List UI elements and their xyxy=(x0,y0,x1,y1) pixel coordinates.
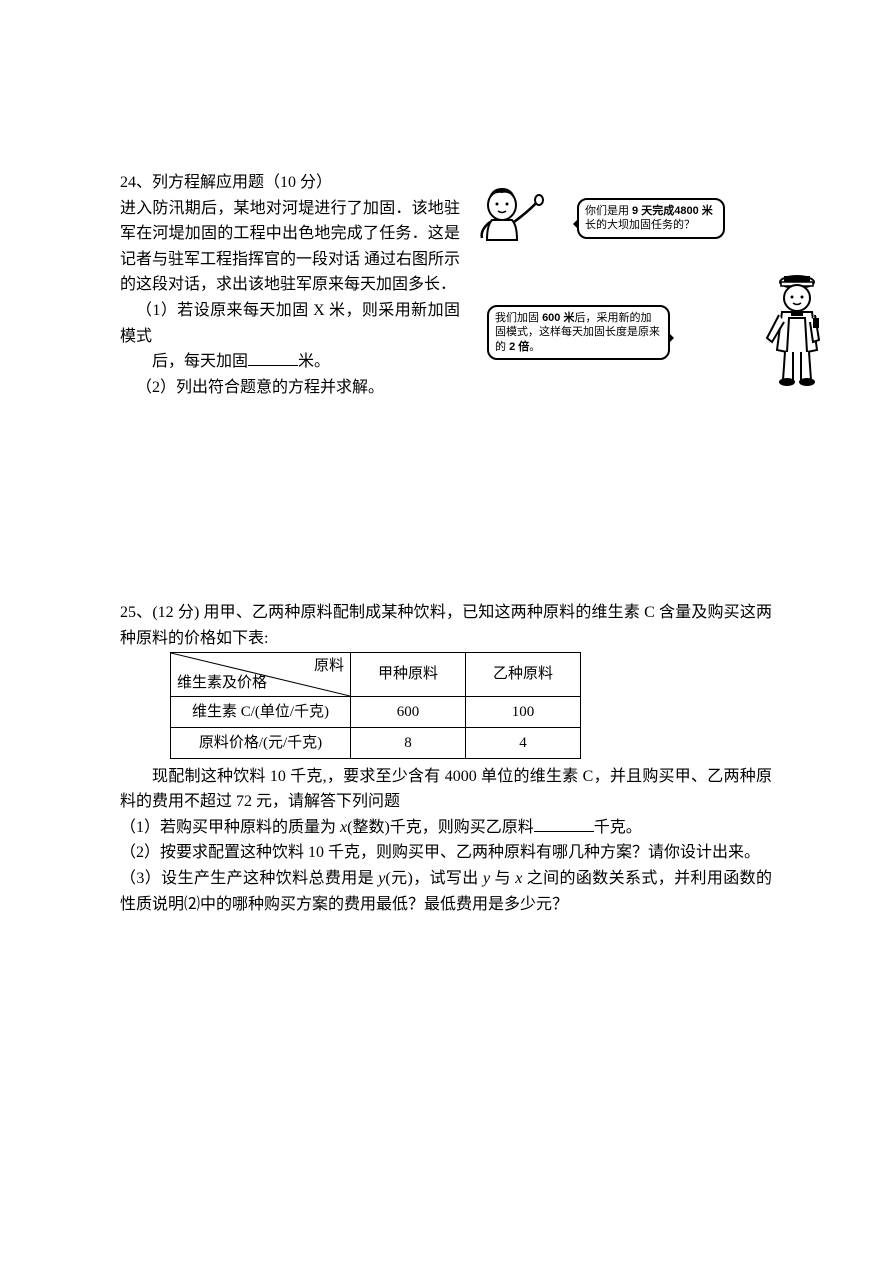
blank-field-1 xyxy=(248,350,298,366)
row2-label: 原料价格/(元/千克) xyxy=(171,727,351,758)
problem-25: 25、(12 分) 用甲、乙两种原料配制成某种饮料，已知这两种原料的维生素 C … xyxy=(120,600,772,917)
p25-sub1-prefix: （1）若购买甲种原料的质量为 xyxy=(120,819,336,836)
diagonal-header-cell: 原料 维生素及价格 xyxy=(171,652,351,696)
var-x: x xyxy=(336,819,347,836)
blank-field-2 xyxy=(534,816,594,832)
problem-24-sub1-line1: （1）若设原来每天加固 X 米，则采用新加固模式 xyxy=(120,298,460,349)
officer-text-1: 我们加固 xyxy=(495,312,542,324)
col-header-1: 甲种原料 xyxy=(351,652,466,696)
ingredients-table: 原料 维生素及价格 甲种原料 乙种原料 维生素 C/(单位/千克) 600 10… xyxy=(170,652,581,759)
var-x-2: x xyxy=(511,870,527,887)
officer-bold-2: 2 倍 xyxy=(509,341,529,353)
sub1-line2-prefix: 后，每天加固 xyxy=(152,353,248,370)
reporter-icon xyxy=(462,180,562,270)
problem-25-header: 25、(12 分) 用甲、乙两种原料配制成某种饮料，已知这两种原料的维生素 C … xyxy=(120,600,772,651)
p25-sub1-mid: (整数)千克，则购买乙原料 xyxy=(347,819,534,836)
table-row: 维生素 C/(单位/千克) 600 100 xyxy=(171,696,581,727)
p25-sub2: （2）按要求配置这种饮料 10 千克，则购买甲、乙两种原料有哪几种方案？请你设计… xyxy=(120,840,772,866)
reporter-figure xyxy=(462,180,562,279)
problem-24: 24、列方程解应用题（10 分） 进入防汛期后，某地对河堤进行了加固．该地驻军在… xyxy=(120,170,772,400)
col-header-2: 乙种原料 xyxy=(466,652,581,696)
row2-val1: 8 xyxy=(351,727,466,758)
row1-val1: 600 xyxy=(351,696,466,727)
officer-bold-1: 600 米 xyxy=(542,312,574,324)
p25-sub1-suffix: 千克。 xyxy=(594,819,642,836)
p25-header-text: 25、(12 分) 用甲、乙两种原料配制成某种饮料，已知这两种原料的维生素 C … xyxy=(120,604,772,647)
problem-25-body: 现配制这种饮料 10 千克,，要求至少含有 4000 单位的维生素 C，并且购买… xyxy=(120,764,772,918)
p25-sub3: （3）设生产生产这种饮料总费用是 y(元)，试写出 y 与 x 之间的函数关系式… xyxy=(120,866,772,917)
officer-text-3: 。 xyxy=(529,341,540,353)
var-y-1: y xyxy=(374,870,385,887)
reporter-text-2: 长的大坝加固任务的？ xyxy=(585,219,695,231)
p25-sub3-mid1: (元)，试写出 xyxy=(385,870,478,887)
officer-icon xyxy=(757,270,837,390)
reporter-text-1: 你们是用 xyxy=(585,205,629,217)
problem-24-sub2: （2）列出符合题意的方程并求解。 xyxy=(120,375,460,401)
diag-bottom-label: 维生素及价格 xyxy=(177,671,267,695)
officer-figure xyxy=(757,270,837,399)
illustration-area: 你们是用 9 天完成4800 米长的大坝加固任务的？ xyxy=(462,170,852,390)
diag-top-label: 原料 xyxy=(314,654,344,678)
table-row: 原料价格/(元/千克) 8 4 xyxy=(171,727,581,758)
p25-body-text: 现配制这种饮料 10 千克,，要求至少含有 4000 单位的维生素 C，并且购买… xyxy=(120,768,772,811)
p25-sub3-mid2: 与 xyxy=(495,870,511,887)
sub1-line2-suffix: 米。 xyxy=(298,353,330,370)
p25-sub3-prefix: （3）设生产生产这种饮料总费用是 xyxy=(120,870,374,887)
problem-24-body: 进入防汛期后，某地对河堤进行了加固．该地驻军在河堤加固的工程中出色地完成了任务．… xyxy=(120,196,460,298)
problem-24-sub1-line2: 后，每天加固 米。 xyxy=(120,349,460,375)
p25-body-line1: 现配制这种饮料 10 千克,，要求至少含有 4000 单位的维生素 C，并且购买… xyxy=(120,764,772,815)
row2-val2: 4 xyxy=(466,727,581,758)
reporter-bold: 9 天完成4800 米 xyxy=(629,205,713,217)
table-row: 原料 维生素及价格 甲种原料 乙种原料 xyxy=(171,652,581,696)
var-y-2: y xyxy=(479,870,495,887)
problem-24-text-block: 24、列方程解应用题（10 分） 进入防汛期后，某地对河堤进行了加固．该地驻军在… xyxy=(120,170,460,400)
officer-speech-bubble: 我们加固 600 米后，采用新的加固模式，这样每天加固长度是原来的 2 倍。 xyxy=(487,305,670,360)
row1-label: 维生素 C/(单位/千克) xyxy=(171,696,351,727)
reporter-speech-bubble: 你们是用 9 天完成4800 米长的大坝加固任务的？ xyxy=(577,198,725,239)
row1-val2: 100 xyxy=(466,696,581,727)
p25-sub1: （1）若购买甲种原料的质量为 x(整数)千克，则购买乙原料 千克。 xyxy=(120,815,772,841)
problem-24-header: 24、列方程解应用题（10 分） xyxy=(120,170,460,196)
